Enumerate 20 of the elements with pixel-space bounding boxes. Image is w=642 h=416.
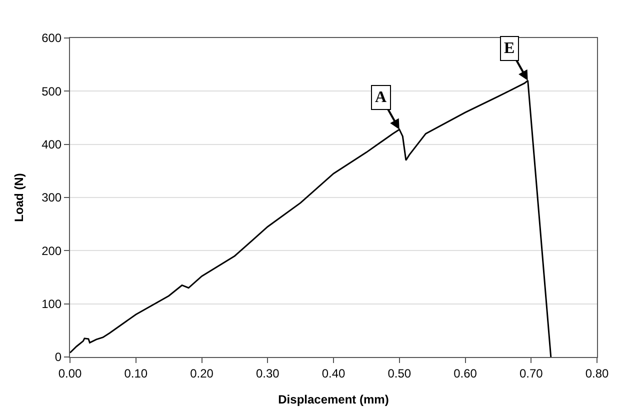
x-tick-label: 0.70 bbox=[519, 366, 544, 380]
x-tick-label: 0.50 bbox=[388, 366, 412, 380]
x-tick-label: 0.60 bbox=[454, 366, 478, 380]
x-tick-label: 0.20 bbox=[190, 366, 214, 380]
y-tick-label: 200 bbox=[42, 244, 62, 258]
x-tick-label: 0.30 bbox=[256, 366, 280, 380]
y-tick-label: 100 bbox=[42, 297, 62, 312]
y-tick-label: 600 bbox=[42, 31, 62, 46]
y-tick-label: 300 bbox=[42, 190, 62, 205]
x-tick-label: 0.40 bbox=[322, 366, 346, 380]
x-axis-title: Displacement (mm) bbox=[278, 392, 389, 406]
x-tick-label: 0.80 bbox=[585, 366, 609, 380]
annotation: E bbox=[504, 40, 515, 57]
y-tick-label: 0 bbox=[54, 350, 62, 364]
x-tick-label: 0.00 bbox=[58, 366, 82, 380]
y-tick-label: 400 bbox=[42, 138, 62, 152]
y-tick-label: 500 bbox=[42, 84, 62, 98]
x-tick-label: 0.10 bbox=[124, 366, 148, 380]
annotation: A bbox=[375, 89, 387, 106]
y-axis-title: Load (N) bbox=[12, 173, 26, 222]
